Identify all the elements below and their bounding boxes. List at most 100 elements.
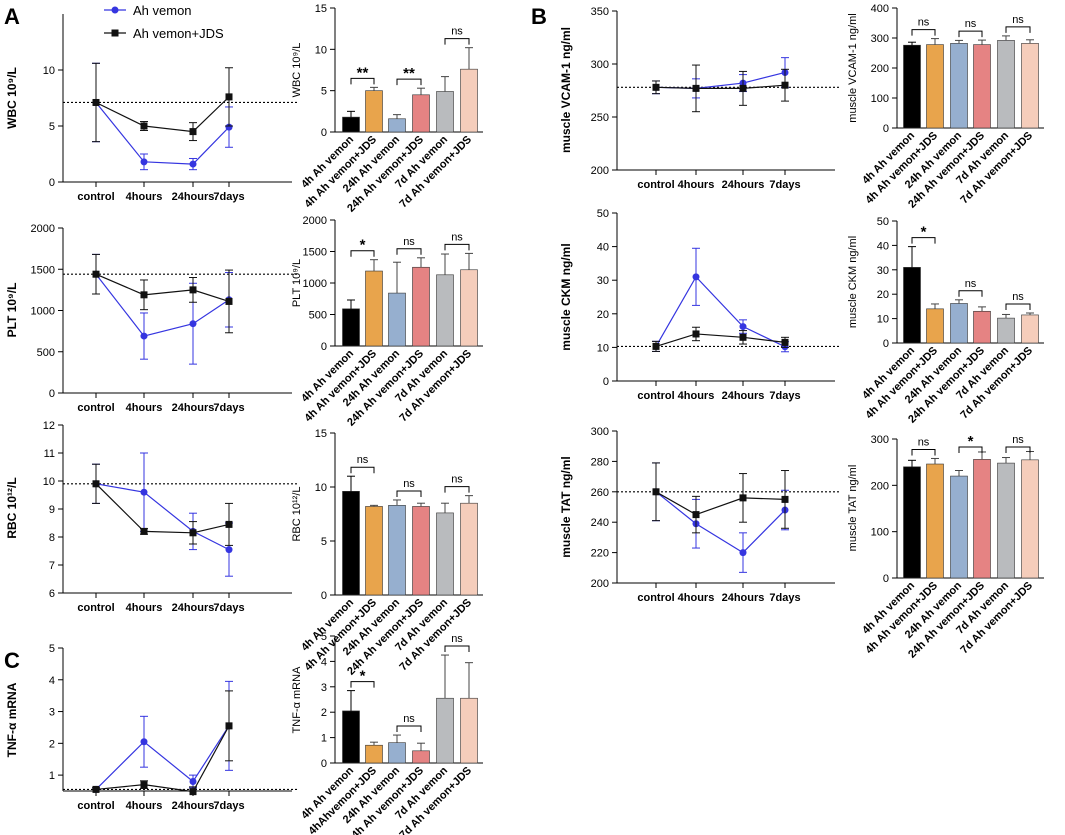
ckm-line-y-tick-label: 30: [597, 275, 609, 287]
tat-bar-sig-label: *: [968, 433, 974, 450]
tnf-bar-sig-label: ns: [451, 633, 463, 645]
tat-bar-bar: [903, 466, 921, 579]
tnf-bar-sig-label: *: [360, 668, 366, 685]
vcam-bar-bar: [903, 44, 921, 129]
tnf-bar-y-tick-label: 1: [321, 733, 327, 745]
vcam-line-y-label: muscle VCAM-1 ng/ml: [559, 27, 573, 153]
rbc-bar-sig-bracket: [444, 486, 470, 493]
ckm-bar-y-tick-label: 50: [877, 216, 889, 228]
rbc-bar-sig-bracket: [396, 490, 422, 497]
ckm-line-line-ah-vemon-jds: [655, 333, 786, 347]
tnf-line-y-tick-label: 5: [49, 643, 55, 655]
tnf-line-line-ah-vemon-jds: [95, 725, 230, 793]
rbc-line-y-tick-label: 11: [44, 448, 55, 460]
rbc-bar-y-tick-label: 15: [315, 428, 327, 440]
plt-line-point-ah-vemon: [189, 320, 197, 328]
plt-line-x-tick-label: 4hours: [126, 402, 163, 414]
wbc-bar-bar: [412, 94, 430, 133]
tat-bar-bar: [997, 462, 1015, 579]
vcam-bar-y-tick-label: 100: [871, 93, 889, 105]
rbc-bar-bar: [388, 505, 406, 596]
tat-bar-bar: [926, 463, 944, 579]
rbc-line-x-tick-label: 4hours: [126, 602, 163, 614]
ckm-line-x-tick-label: control: [637, 390, 674, 402]
wbc-line-point-ah-vemon-jds: [189, 128, 197, 136]
plt-line-y-label: PLT 10⁹/L: [5, 283, 19, 338]
tat-line-point-ah-vemon: [739, 549, 747, 557]
wbc-line-point-ah-vemon-jds: [92, 98, 100, 106]
ckm-bar-sig-bracket: [958, 290, 983, 297]
tat-line-point-ah-vemon-jds: [652, 488, 660, 496]
tnf-line-x-tick-label: 7days: [213, 800, 244, 812]
wbc-line-point-ah-vemon: [189, 160, 197, 168]
plt-line-point-ah-vemon-jds: [225, 297, 233, 305]
vcam-line-y-tick-label: 300: [591, 59, 609, 71]
vcam-line-y-tick-label: 350: [591, 6, 609, 18]
tat-line-y-tick-label: 240: [591, 517, 609, 529]
plt-line-y-tick-label: 0: [49, 388, 55, 400]
tat-line-y-tick-label: 300: [591, 426, 609, 438]
vcam-line-y-tick-label: 250: [591, 112, 609, 124]
tnf-bar-bar: [365, 744, 383, 764]
plt-bar-bar: [365, 270, 383, 347]
wbc-bar-sig-label: **: [357, 64, 369, 81]
tnf-bar-sig-bracket: [396, 725, 422, 733]
ckm-line-y-tick-label: 0: [603, 376, 609, 388]
wbc-bar-sig-bracket: [396, 78, 422, 86]
tnf-bar-sig-bracket: [350, 681, 375, 688]
tat-bar-y-label: muscle TAT ng/ml: [847, 465, 859, 552]
vcam-bar-sig-bracket: [911, 29, 936, 36]
wbc-line-y-label: WBC 10⁹/L: [5, 67, 19, 129]
vcam-bar-y-tick-label: 0: [883, 123, 889, 135]
wbc-line-line-ah-vemon-jds: [95, 96, 230, 133]
rbc-line-chart: 6 7 8 9 10 11 12 control 4hours 24hours 7days RBC 1…: [5, 420, 298, 614]
rbc-bar-sig-bracket: [350, 466, 375, 474]
plt-bar-sig-label: *: [360, 237, 366, 254]
tat-bar-bar: [1021, 459, 1039, 579]
rbc-line-x-tick-label: control: [77, 602, 114, 614]
ckm-bar-sig-bracket: [1005, 303, 1031, 310]
legend-marker-ah-vemon: [111, 6, 119, 14]
tnf-bar-bar: [342, 710, 360, 764]
plt-bar-y-tick-label: 500: [309, 310, 327, 322]
tnf-bar-y-tick-label: 2: [321, 707, 327, 719]
vcam-line-x-tick-label: control: [637, 179, 674, 191]
ckm-bar-y-label: muscle CKM ng/ml: [847, 236, 859, 328]
tat-bar-sig-label: ns: [1012, 434, 1024, 446]
plt-line-x-tick-label: control: [77, 402, 114, 414]
wbc-bar-y-tick-label: 10: [315, 44, 327, 56]
vcam-line-y-tick-label: 200: [591, 165, 609, 177]
wbc-line-x-tick-label: 7days: [213, 191, 244, 203]
ckm-line-y-tick-label: 50: [597, 208, 609, 220]
tnf-bar-sig-bracket: [444, 645, 470, 653]
tnf-line-y-label: TNF-α mRNA: [5, 682, 19, 757]
tat-bar-bar: [973, 459, 991, 579]
rbc-bar-bar: [412, 506, 430, 596]
rbc-line-y-tick-label: 10: [43, 476, 55, 488]
legend-marker-ah-vemon-jds: [111, 29, 119, 37]
ckm-bar-y-tick-label: 40: [877, 240, 889, 252]
ckm-bar-y-tick-label: 0: [883, 338, 889, 350]
ckm-bar-y-tick-label: 10: [877, 314, 889, 326]
vcam-line-point-ah-vemon-jds: [739, 84, 747, 92]
tat-bar-sig-label: ns: [918, 436, 930, 448]
ckm-bar-sig-bracket: [911, 237, 936, 244]
tnf-line-x-tick-label: 24hours: [172, 800, 215, 812]
wbc-line-y-tick-label: 10: [43, 65, 55, 77]
plt-bar-y-tick-label: 0: [321, 341, 327, 353]
rbc-bar-y-tick-label: 10: [315, 482, 327, 494]
vcam-bar-bar: [926, 44, 944, 129]
plt-line-line-ah-vemon-jds: [95, 273, 230, 302]
plt-line-point-ah-vemon-jds: [92, 270, 100, 278]
ckm-line-point-ah-vemon: [692, 273, 700, 281]
ckm-bar-sig-label: ns: [965, 278, 977, 290]
rbc-bar-bar: [460, 502, 478, 596]
tat-line-line-ah-vemon-jds: [655, 491, 786, 516]
plt-line-line-ah-vemon: [95, 273, 230, 337]
tat-line-x-tick-label: control: [637, 592, 674, 604]
rbc-bar-y-tick-label: 5: [321, 536, 327, 548]
